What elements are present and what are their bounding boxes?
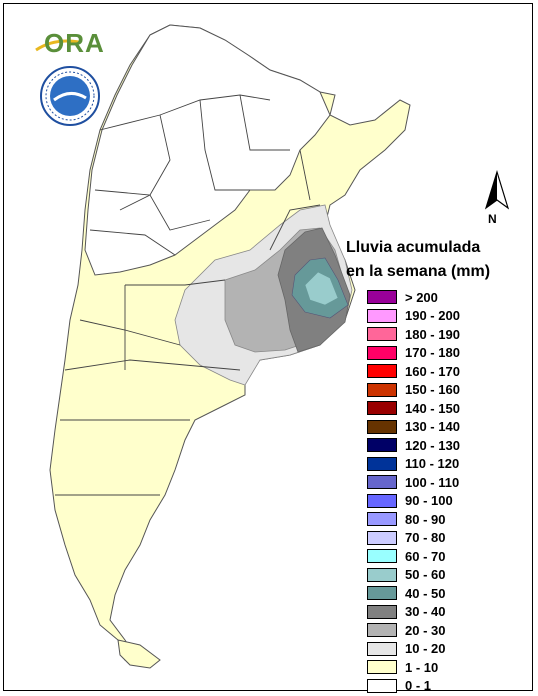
legend-label: > 200: [405, 289, 438, 305]
smn-seal-icon: [40, 66, 100, 126]
legend-label: 10 - 20: [405, 641, 446, 657]
legend-label: 0 - 1: [405, 678, 432, 694]
legend-label: 180 - 190: [405, 326, 460, 342]
north-label: N: [488, 212, 497, 226]
legend-item: 1 - 10: [367, 658, 507, 677]
legend-swatch: [367, 401, 397, 416]
legend-label: 190 - 200: [405, 308, 460, 324]
legend-item: 160 - 170: [367, 362, 507, 381]
legend-swatch: [367, 493, 397, 508]
legend-label: 100 - 110: [405, 474, 460, 490]
legend-label: 140 - 150: [405, 400, 460, 416]
legend-item: 60 - 70: [367, 547, 507, 566]
legend-item: 40 - 50: [367, 584, 507, 603]
tierra-del-fuego: [117, 639, 161, 669]
legend-swatch: [367, 456, 397, 471]
legend: > 200 190 - 200 180 - 190 170 - 180 160 - 17…: [367, 288, 507, 695]
legend-label: 70 - 80: [405, 530, 446, 546]
legend-item: 90 - 100: [367, 492, 507, 511]
legend-label: 30 - 40: [405, 604, 446, 620]
legend-item: > 200: [367, 288, 507, 307]
legend-label: 150 - 160: [405, 382, 460, 398]
legend-swatch: [367, 327, 397, 342]
legend-title-line2: en la semana (mm): [346, 263, 491, 280]
legend-swatch: [367, 419, 397, 434]
legend-swatch: [367, 623, 397, 638]
north-arrow-icon: [484, 170, 510, 210]
legend-label: 130 - 140: [405, 419, 460, 435]
legend-label: 90 - 100: [405, 493, 453, 509]
legend-item: 50 - 60: [367, 566, 507, 585]
legend-item: 110 - 120: [367, 455, 507, 474]
legend-item: 20 - 30: [367, 621, 507, 640]
legend-item: 180 - 190: [367, 325, 507, 344]
legend-swatch: [367, 586, 397, 601]
legend-label: 60 - 70: [405, 548, 446, 564]
legend-swatch: [367, 530, 397, 545]
north-dry-area: [84, 24, 331, 276]
legend-item: 100 - 110: [367, 473, 507, 492]
legend-swatch: [367, 512, 397, 527]
province-borders: [55, 94, 321, 496]
legend-swatch: [367, 345, 397, 360]
legend-item: 170 - 180: [367, 344, 507, 363]
legend-label: 1 - 10: [405, 659, 439, 675]
legend-label: 120 - 130: [405, 437, 460, 453]
legend-swatch: [367, 364, 397, 379]
legend-label: 40 - 50: [405, 585, 446, 601]
legend-swatch: [367, 308, 397, 323]
legend-swatch: [367, 438, 397, 453]
legend-label: 170 - 180: [405, 345, 460, 361]
legend-swatch: [367, 678, 397, 693]
legend-label: 80 - 90: [405, 511, 446, 527]
legend-item: 70 - 80: [367, 529, 507, 548]
ora-logo-text: ORA: [44, 28, 105, 58]
legend-item: 30 - 40: [367, 603, 507, 622]
legend-label: 50 - 60: [405, 567, 446, 583]
legend-item: 130 - 140: [367, 418, 507, 437]
legend-item: 0 - 1: [367, 677, 507, 696]
legend-swatch: [367, 475, 397, 490]
legend-item: 10 - 20: [367, 640, 507, 659]
legend-swatch: [367, 290, 397, 305]
legend-label: 160 - 170: [405, 363, 460, 379]
legend-swatch: [367, 567, 397, 582]
legend-item: 190 - 200: [367, 307, 507, 326]
legend-title-line1: Lluvia acumulada: [346, 239, 481, 256]
legend-item: 140 - 150: [367, 399, 507, 418]
legend-swatch: [367, 641, 397, 656]
legend-item: 120 - 130: [367, 436, 507, 455]
legend-label: 110 - 120: [405, 456, 460, 472]
legend-swatch: [367, 382, 397, 397]
legend-item: 80 - 90: [367, 510, 507, 529]
legend-label: 20 - 30: [405, 622, 446, 638]
ora-logo-swoosh: [35, 39, 80, 52]
legend-swatch: [367, 660, 397, 675]
rain-50-60-area: [304, 271, 339, 306]
legend-item: 150 - 160: [367, 381, 507, 400]
legend-swatch: [367, 549, 397, 564]
legend-swatch: [367, 604, 397, 619]
legend-title: Lluvia acumulada en la semana (mm): [346, 236, 526, 284]
